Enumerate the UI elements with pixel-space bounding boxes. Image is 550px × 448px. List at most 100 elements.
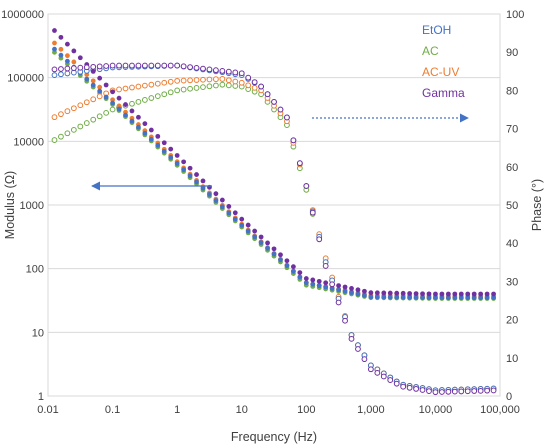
modulus-point [484,291,490,297]
phase-point [58,111,64,118]
modulus-point [200,178,206,184]
x-tick-label: 1,000 [357,404,385,416]
phase-point [458,388,465,395]
modulus-point [420,295,425,300]
modulus-point [491,291,496,297]
phase-point [219,68,226,74]
modulus-point [52,46,57,52]
modulus-point [116,106,122,112]
modulus-point [161,140,167,146]
modulus-point [478,295,484,301]
phase-point [161,79,168,86]
phase-point [51,137,58,143]
modulus-point [161,148,167,154]
modulus-point [303,276,309,281]
phase-point [464,388,471,395]
phase-point [490,387,497,394]
phase-point [77,102,84,109]
phase-point [122,62,129,69]
phase-point [251,79,258,86]
phase-point [200,84,206,91]
modulus-point [290,264,296,270]
modulus-point [278,252,283,258]
legend-entry: AC-UV [422,65,459,79]
modulus-point [116,95,122,101]
y-right-tick-label: 10 [506,353,518,365]
phase-point [90,96,97,103]
modulus-point [142,130,148,136]
y-right-tick-label: 60 [506,162,518,174]
phase-point [180,63,187,70]
modulus-point [394,294,400,300]
phase-point [129,62,135,69]
modulus-point [381,290,387,296]
modulus-point [342,284,348,290]
modulus-point [64,58,70,64]
modulus-point [213,191,219,197]
modulus-point [381,294,387,300]
modulus-point [245,222,251,228]
phase-point [180,86,187,93]
y-right-tick-label: 40 [506,238,518,250]
phase-point [206,66,213,73]
modulus-point [349,290,354,296]
modulus-point [310,277,316,283]
phase-point [51,114,58,121]
modulus-point [368,294,374,300]
modulus-point [452,295,458,301]
phase-point [116,62,122,69]
x-tick-label: 10 [236,404,248,416]
x-tick-label: 0.01 [37,404,58,416]
y-right-tick-label: 30 [506,276,518,288]
modulus-point [258,234,264,240]
y-left-tick-label: 10000 [13,136,44,148]
modulus-point [181,167,187,173]
phase-point [419,387,426,393]
phase-point [64,108,71,115]
modulus-point [323,284,329,290]
phase-point [225,77,232,84]
y-left-tick-label: 1000000 [1,9,44,21]
y-right-tick-label: 80 [506,85,518,97]
modulus-point [52,28,57,33]
y-left-tick-label: 1 [38,391,44,403]
phase-point [322,263,329,269]
modulus-point [368,290,374,296]
modulus-point [71,48,77,54]
modulus-point [355,287,361,293]
phase-point [251,84,258,91]
modulus-point [103,82,109,88]
x-tick-label: 100 [297,404,315,416]
modulus-point [232,210,238,216]
legend-entry: Gamma [422,86,465,100]
modulus-point [342,288,348,294]
modulus-point [219,197,225,203]
modulus-point [123,112,128,118]
y-left-tick-label: 10 [32,327,44,339]
phase-point [70,105,77,112]
modulus-point [387,294,393,300]
phase-point [187,64,193,71]
y-right-tick-label: 0 [506,391,512,403]
modulus-point [226,204,232,209]
modulus-point [323,280,329,286]
phase-point [258,83,265,90]
modulus-point [478,291,484,297]
modulus-point [168,154,174,160]
phase-point [393,380,400,387]
modulus-point [290,268,296,274]
modulus-point [297,274,303,280]
legend: EtOH AC AC-UV Gamma [422,23,465,100]
modulus-point [64,53,70,59]
y-left-tick-label: 100 [26,264,44,276]
phase-point [148,62,155,69]
phase-point [64,130,71,137]
modulus-point [336,287,341,293]
modulus-point [465,295,471,301]
phase-point [309,209,316,216]
phase-point [193,77,200,83]
y-right-tick-label: 50 [506,200,518,212]
phase-point [277,106,284,113]
phase-point [174,62,181,69]
modulus-point [471,295,477,301]
